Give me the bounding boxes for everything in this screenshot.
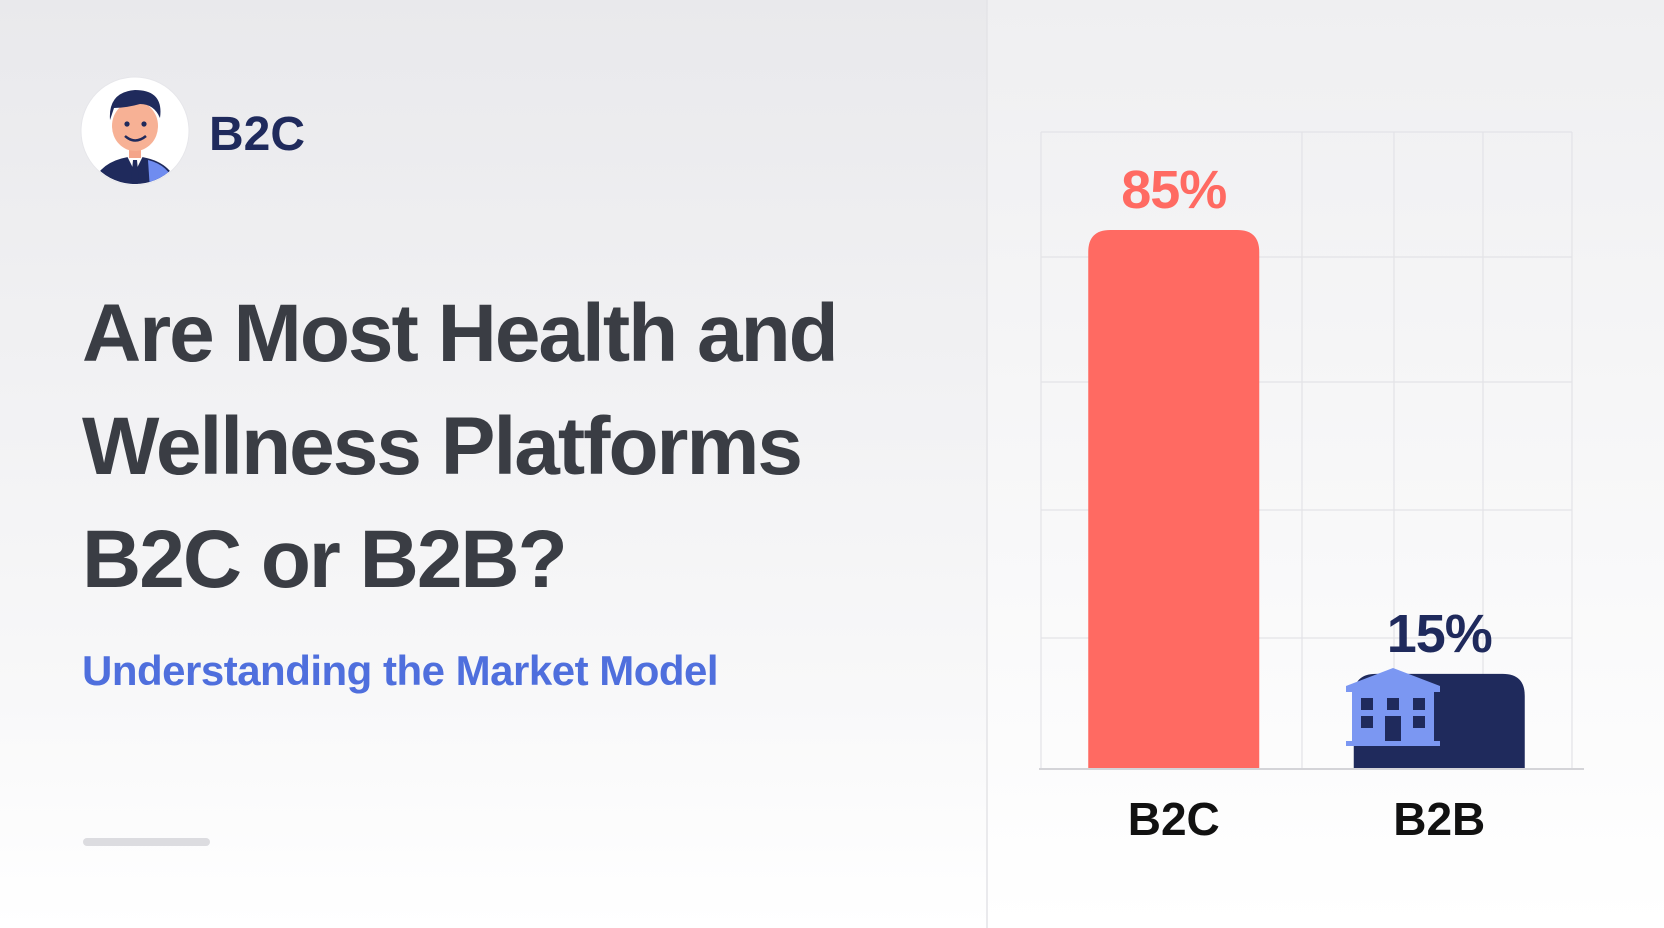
bar (1088, 230, 1260, 769)
building-icon (1346, 668, 1440, 746)
category-label: B2C (1128, 793, 1220, 845)
value-label: 85% (1121, 160, 1226, 220)
subtitle: Understanding the Market Model (82, 647, 718, 694)
title-line: Wellness Platforms (82, 401, 801, 492)
title-line: Are Most Health and (82, 288, 837, 379)
value-label: 15% (1387, 604, 1492, 664)
accent-bar (83, 838, 210, 846)
badge-label: B2C (209, 108, 305, 161)
title-line: B2C or B2B? (82, 514, 566, 605)
category-label: B2B (1393, 793, 1485, 845)
